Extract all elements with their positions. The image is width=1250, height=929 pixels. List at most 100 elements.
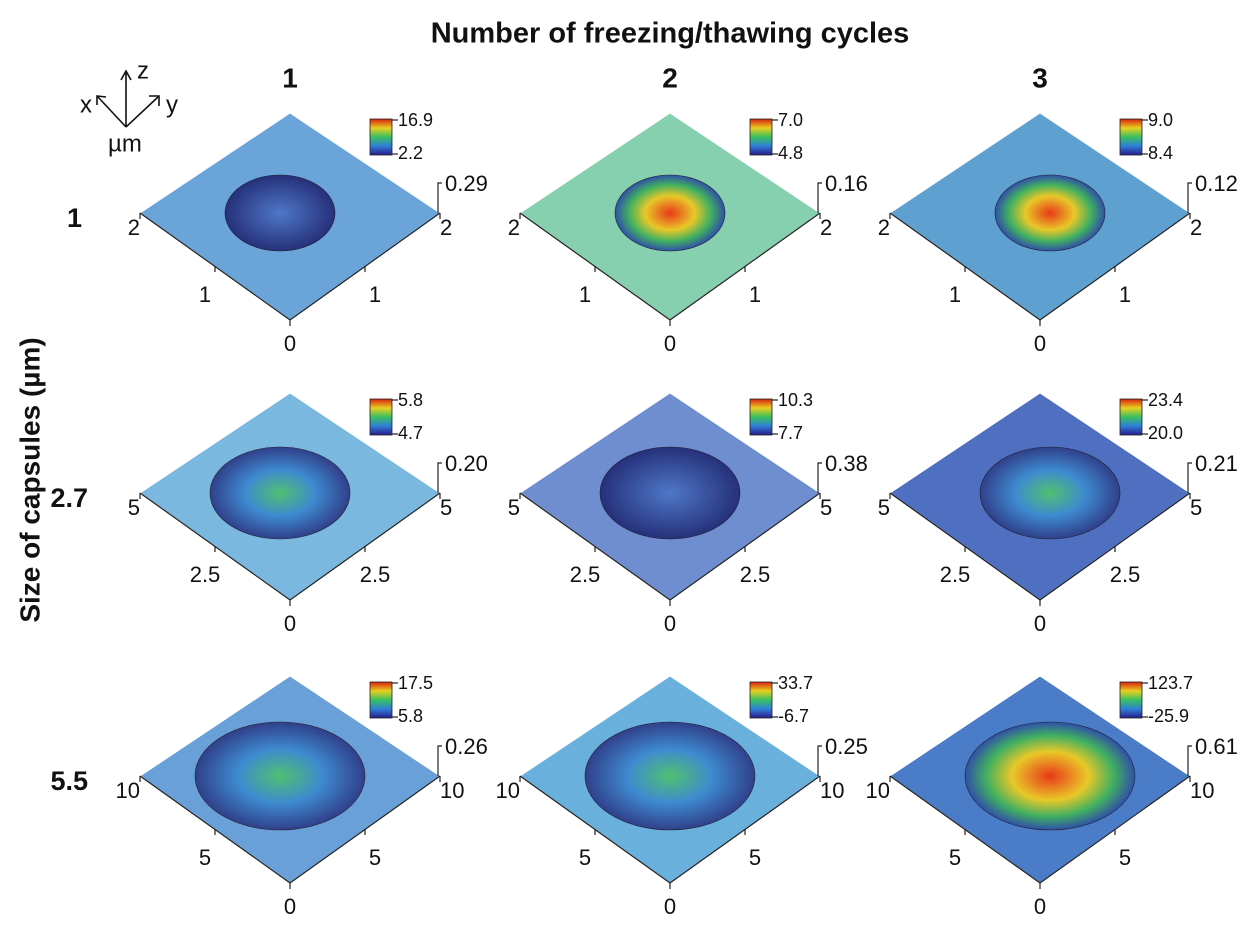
afm-panel: 5 5 2.5 2.5 0 10.3 7.7 0.38 xyxy=(508,390,868,636)
z-label: 0.29 xyxy=(445,171,488,196)
tick-label: 2.5 xyxy=(190,562,221,587)
tick-label: 5 xyxy=(199,845,211,870)
colorbar-min: -25.9 xyxy=(1148,706,1189,726)
z-label: 0.61 xyxy=(1195,734,1238,759)
z-axis xyxy=(438,463,442,493)
row-header: 2.7 xyxy=(50,483,88,513)
tick-label: 0 xyxy=(1034,894,1046,919)
colorbar-max: 23.4 xyxy=(1148,390,1183,410)
row-header: 1 xyxy=(67,203,82,233)
colorbar-min: 2.2 xyxy=(398,143,423,163)
tick-label: 2.5 xyxy=(360,562,391,587)
capsule xyxy=(585,722,755,830)
tick-label: 0 xyxy=(664,331,676,356)
colorbar-max: 10.3 xyxy=(778,390,813,410)
colorbar xyxy=(1120,119,1142,155)
tick-label: 1 xyxy=(949,282,961,307)
colorbar-max: 16.9 xyxy=(398,110,433,130)
tick-label: 0 xyxy=(284,331,296,356)
tick-label: 10 xyxy=(866,778,890,803)
colorbar xyxy=(1120,399,1142,435)
z-axis xyxy=(438,183,442,213)
capsule xyxy=(600,447,740,539)
z-label: 0.12 xyxy=(1195,171,1238,196)
tick-label: 1 xyxy=(1119,282,1131,307)
tick-label: 5 xyxy=(949,845,961,870)
axis-icon-x: x xyxy=(80,91,92,118)
tick-label: 5 xyxy=(508,495,520,520)
tick-label: 10 xyxy=(116,778,140,803)
colorbar-min: 5.8 xyxy=(398,706,423,726)
tick-label: 2.5 xyxy=(740,562,771,587)
tick-label: 5 xyxy=(128,495,140,520)
tick-label: 5 xyxy=(749,845,761,870)
colorbar xyxy=(1120,682,1142,718)
tick-label: 5 xyxy=(369,845,381,870)
capsule xyxy=(980,447,1120,539)
capsule xyxy=(225,175,335,251)
z-axis xyxy=(818,183,822,213)
tick-label: 1 xyxy=(579,282,591,307)
colorbar xyxy=(370,399,392,435)
row-axis-label: Size of capsules (µm) xyxy=(14,337,45,622)
z-axis xyxy=(818,746,822,776)
z-label: 0.21 xyxy=(1195,451,1238,476)
colorbar-max: 5.8 xyxy=(398,390,423,410)
tick-label: 2.5 xyxy=(940,562,971,587)
tick-label: 5 xyxy=(1190,495,1202,520)
tick-label: 10 xyxy=(1190,778,1214,803)
z-label: 0.25 xyxy=(825,734,868,759)
z-axis xyxy=(1188,463,1192,493)
z-label: 0.26 xyxy=(445,734,488,759)
z-label: 0.20 xyxy=(445,451,488,476)
capsule xyxy=(615,175,725,251)
tick-label: 10 xyxy=(820,778,844,803)
column-header: 1 xyxy=(282,62,298,93)
tick-label: 2 xyxy=(878,215,890,240)
tick-label: 1 xyxy=(369,282,381,307)
colorbar-min: 7.7 xyxy=(778,423,803,443)
tick-label: 2.5 xyxy=(570,562,601,587)
capsule xyxy=(995,175,1105,251)
figure: Number of freezing/thawing cycles Size o… xyxy=(0,0,1250,929)
colorbar-min: -6.7 xyxy=(778,706,809,726)
colorbar-min: 20.0 xyxy=(1148,423,1183,443)
axis-icon-z: z xyxy=(137,57,149,84)
tick-label: 0 xyxy=(664,611,676,636)
z-axis xyxy=(1188,183,1192,213)
tick-label: 2.5 xyxy=(1110,562,1141,587)
column-header: 3 xyxy=(1032,62,1048,93)
colorbar-max: 9.0 xyxy=(1148,110,1173,130)
tick-label: 5 xyxy=(579,845,591,870)
figure-title: Number of freezing/thawing cycles xyxy=(431,18,910,50)
tick-label: 0 xyxy=(664,894,676,919)
axes-icon xyxy=(97,71,159,127)
tick-label: 0 xyxy=(284,894,296,919)
tick-label: 2 xyxy=(1190,215,1202,240)
z-label: 0.38 xyxy=(825,451,868,476)
tick-label: 2 xyxy=(820,215,832,240)
colorbar xyxy=(370,119,392,155)
colorbar xyxy=(370,682,392,718)
colorbar xyxy=(750,682,772,718)
capsule xyxy=(195,722,365,830)
tick-label: 1 xyxy=(199,282,211,307)
tick-label: 5 xyxy=(820,495,832,520)
axis-icon-y: y xyxy=(166,91,178,118)
tick-label: 5 xyxy=(440,495,452,520)
tick-label: 2 xyxy=(440,215,452,240)
colorbar-max: 7.0 xyxy=(778,110,803,130)
tick-label: 10 xyxy=(440,778,464,803)
tick-label: 2 xyxy=(508,215,520,240)
colorbar-max: 123.7 xyxy=(1148,673,1193,693)
tick-label: 0 xyxy=(284,611,296,636)
colorbar-max: 17.5 xyxy=(398,673,433,693)
